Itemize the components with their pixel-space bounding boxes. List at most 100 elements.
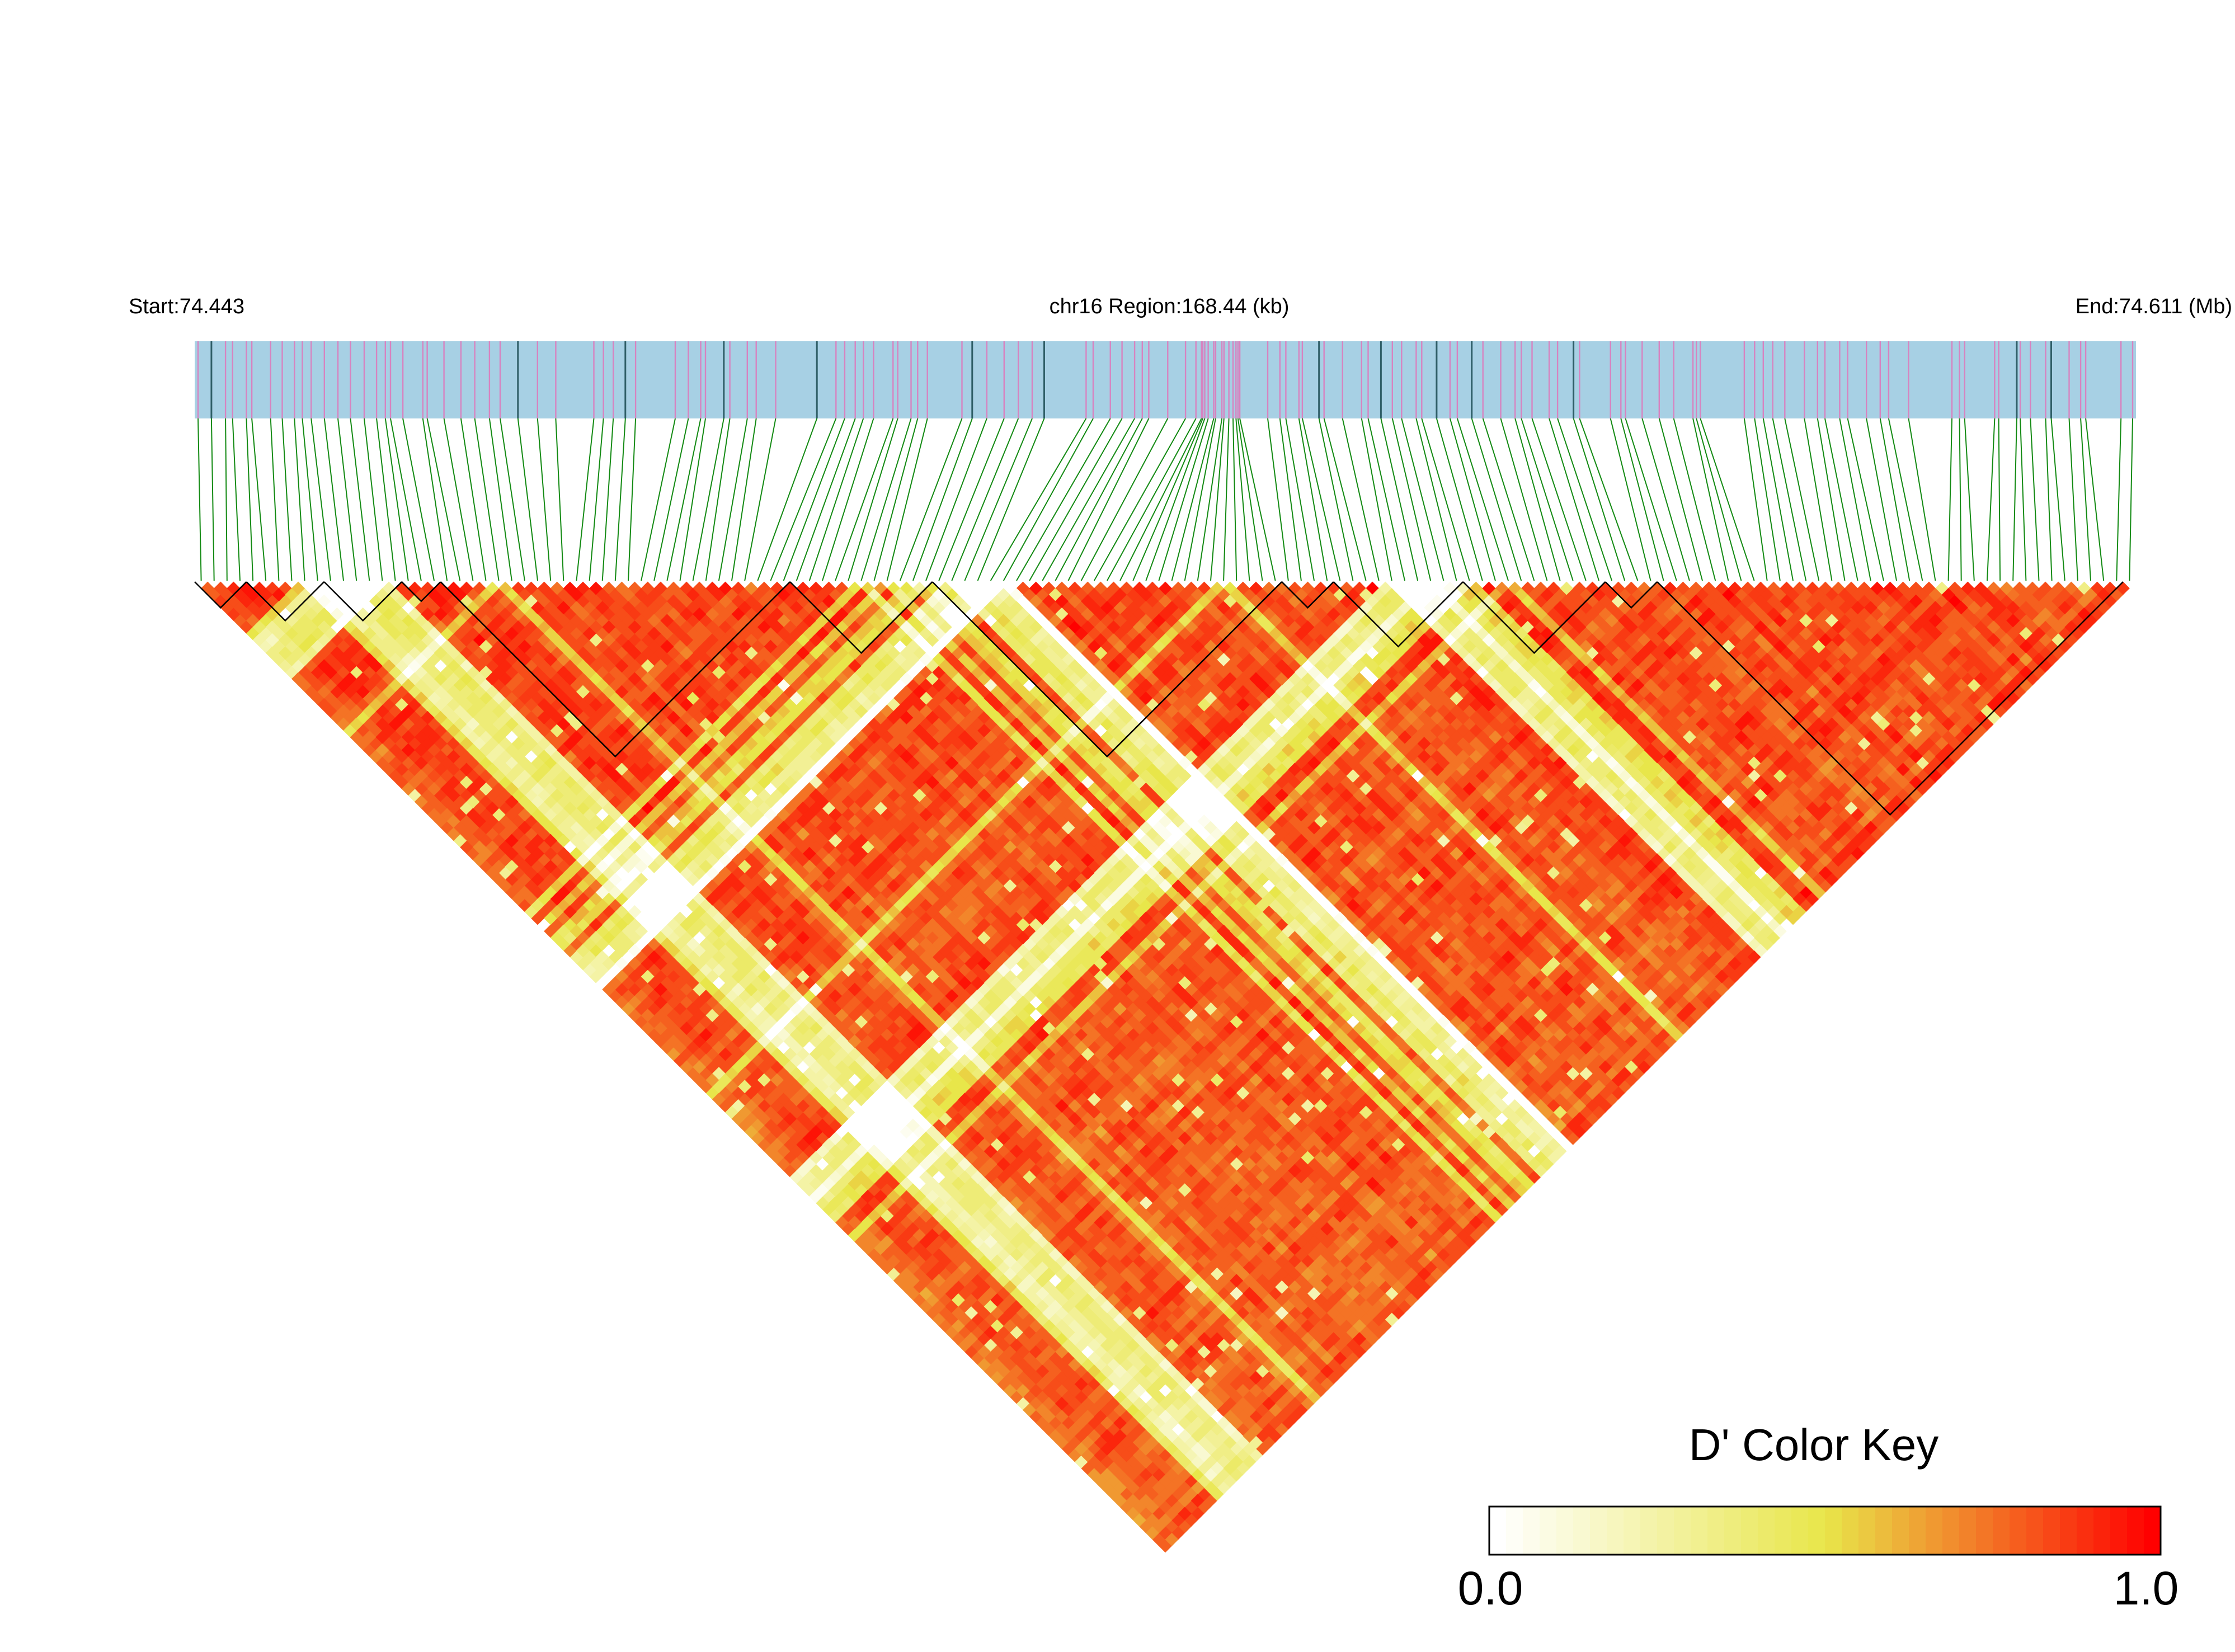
snp-connector [1700, 418, 1755, 581]
haplotype-block-outline [1657, 581, 2124, 816]
snp-connector [1184, 418, 1216, 581]
snp-connector [390, 418, 422, 581]
snp-connector [1093, 418, 1186, 581]
color-key-step [1506, 1507, 1523, 1555]
snp-connector [770, 418, 837, 581]
snp-connector [1237, 418, 1263, 581]
snp-connector [1401, 418, 1444, 581]
snp-connector [1947, 418, 1952, 581]
ld-heatmap-cells [201, 581, 2130, 1553]
snp-connector [2045, 418, 2053, 581]
end-label: End:74.611 (Mb) [2076, 295, 2232, 318]
snp-connector [601, 418, 614, 581]
snp-connector [2080, 418, 2091, 581]
color-key-step [2077, 1507, 2094, 1555]
color-key-step [1842, 1507, 1859, 1555]
color-key-step [2026, 1507, 2044, 1555]
snp-connector [731, 418, 757, 581]
snp-connector [1119, 418, 1202, 581]
snp-connector [783, 418, 845, 581]
snp-connector [246, 418, 254, 581]
color-key-step [1640, 1507, 1658, 1555]
start-label: Start:74.443 [129, 295, 244, 318]
snp-connector [1415, 418, 1457, 581]
snp-connector [210, 418, 215, 581]
snp-connector [848, 418, 898, 581]
snp-connector [2116, 418, 2122, 581]
snp-connector [1888, 418, 1923, 581]
snp-connector [899, 418, 963, 581]
snp-connector [1998, 418, 2001, 581]
haplotype-block-outline [440, 581, 791, 758]
color-key-max-label: 1.0 [2114, 1562, 2179, 1615]
snp-connector [1132, 418, 1203, 581]
color-key-step [1657, 1507, 1674, 1555]
snp-connector [1557, 418, 1613, 581]
snp-connector [2012, 418, 2017, 581]
snp-connector [1298, 418, 1328, 581]
snp-connector [376, 418, 396, 581]
snp-connector [474, 418, 500, 581]
snp-connector [964, 418, 1033, 581]
color-key-step [1489, 1507, 1507, 1555]
snp-connector [488, 418, 512, 581]
snp-connector [402, 418, 435, 581]
snp-connector [1847, 418, 1884, 581]
color-key-step [1741, 1507, 1758, 1555]
snp-connector [1658, 418, 1703, 581]
haplotype-block-outline [1605, 581, 1658, 609]
snp-connector [2129, 418, 2133, 581]
snp-connector [1342, 418, 1380, 581]
region-label: chr16 Region:168.44 (kb) [1050, 295, 1290, 318]
snp-connector [1908, 418, 1936, 581]
color-key-step [2144, 1507, 2161, 1555]
color-key-step [1959, 1507, 1977, 1555]
snp-connector [1804, 418, 1833, 581]
color-key-step [1825, 1507, 1842, 1555]
snp-connector [1514, 418, 1561, 581]
color-key-step [2043, 1507, 2060, 1555]
snp-connector [1456, 418, 1509, 581]
color-key-step [1758, 1507, 1775, 1555]
snp-connector [422, 418, 448, 581]
snp-connector [1500, 418, 1548, 581]
snp-connector [614, 418, 626, 581]
snp-connector [281, 418, 293, 581]
snp-connector [1067, 418, 1150, 581]
snp-connector [1301, 418, 1341, 581]
color-key-step [1607, 1507, 1624, 1555]
snp-connector [2030, 418, 2040, 581]
snp-connector [1754, 418, 1781, 581]
snp-connector [364, 418, 383, 581]
snp-connector [1692, 418, 1729, 581]
snp-connector-lines [197, 418, 2133, 581]
snp-connector [1964, 418, 1975, 581]
snp-connector [270, 418, 280, 581]
snp-connector [1318, 418, 1354, 581]
snp-connector [628, 418, 637, 581]
snp-connector [1436, 418, 1483, 581]
color-key-step [1540, 1507, 1557, 1555]
snp-connector [796, 418, 856, 581]
snp-connector [1620, 418, 1664, 581]
snp-connector [1323, 418, 1367, 581]
heatmap-cell-group [239, 581, 2091, 1320]
snp-connector [718, 418, 748, 581]
snp-connector [1449, 418, 1496, 581]
snp-connector [1824, 418, 1858, 581]
snp-connector [232, 418, 241, 581]
color-key-step [1624, 1507, 1641, 1555]
haplotype-block-outline [789, 581, 933, 654]
snp-connector [977, 418, 1045, 581]
snp-connector [679, 418, 706, 581]
snp-connector [1772, 418, 1807, 581]
snp-connector [500, 418, 525, 581]
snp-connector [1879, 418, 1911, 581]
snp-connector [350, 418, 370, 581]
snp-connector [323, 418, 344, 581]
color-key-legend: D' Color Key 0.0 1.0 [1458, 1420, 2179, 1615]
snp-connector [1521, 418, 1574, 581]
snp-connector [1235, 418, 1250, 581]
snp-connector [1391, 418, 1432, 581]
color-key-step [1926, 1507, 1943, 1555]
